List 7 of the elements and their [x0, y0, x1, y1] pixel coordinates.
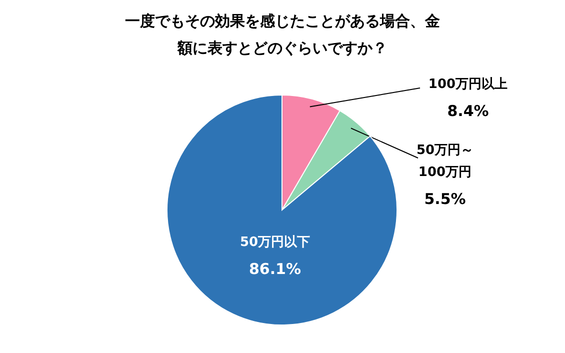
slice-label: 50万円以下: [238, 234, 312, 252]
data-label: 86.1%: [248, 259, 302, 280]
slice-label: 50万円～100万円: [415, 142, 475, 182]
data-label: 8.4%: [446, 101, 490, 122]
data-label: 5.5%: [423, 189, 467, 210]
chart-title: 一度でもその効果を感じたことがある場合、金額に表すとどのぐらいですか？: [124, 11, 441, 59]
slice-label: 100万円以上: [427, 76, 509, 94]
